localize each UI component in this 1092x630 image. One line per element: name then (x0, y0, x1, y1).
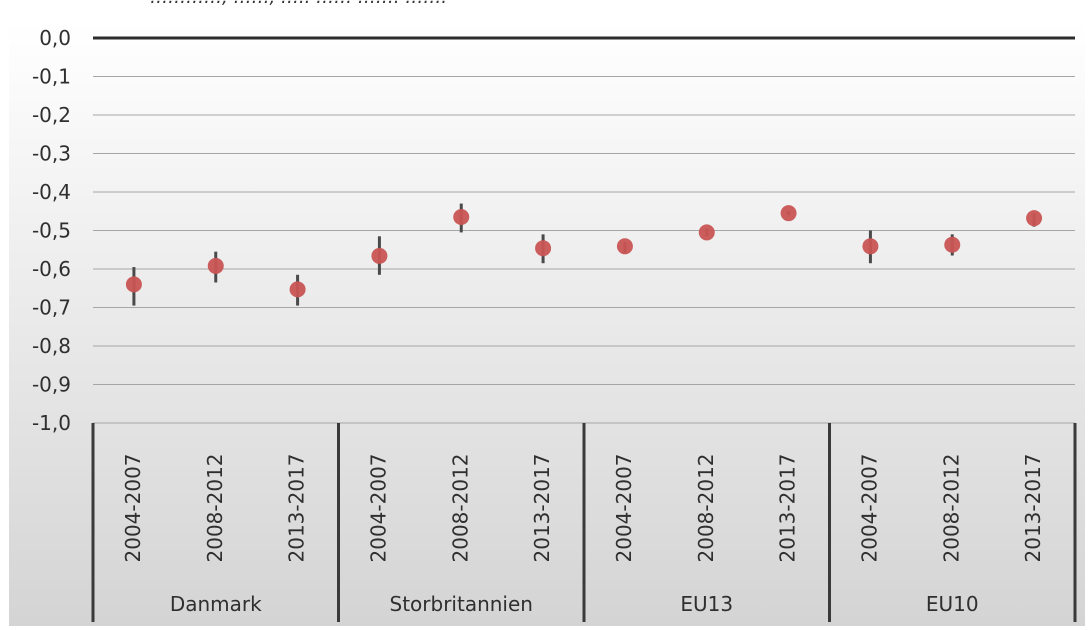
x-category-label: 2004-2007 (366, 453, 390, 562)
y-tick-label: -0,3 (32, 142, 71, 166)
chart-background (9, 22, 1085, 626)
x-category-label: 2013-2017 (285, 453, 309, 562)
x-category-label: 2008-2012 (939, 453, 963, 562)
data-point (780, 205, 797, 222)
data-point (453, 209, 470, 226)
data-point (616, 238, 633, 255)
x-category-label: 2004-2007 (857, 453, 881, 562)
y-tick-label: -0,8 (32, 334, 71, 358)
x-category-label: 2008-2012 (694, 453, 718, 562)
x-category-label: 2004-2007 (612, 453, 636, 562)
data-point (535, 240, 552, 257)
data-point (698, 224, 715, 241)
y-tick-label: -0,4 (32, 180, 71, 204)
group-label: Storbritannien (390, 592, 533, 616)
x-category-label: 2008-2012 (448, 453, 472, 562)
data-point-layer (125, 205, 1043, 298)
figure-note: …………, ……, ….. …… ……. ……. (0, 0, 1092, 13)
x-category-label: 2004-2007 (121, 453, 145, 562)
label-layer: 0,0 -0,1 -0,2 -0,3 -0,4 -0,5 -0,6 -0,7 -0,8 -0,9 -… (32, 26, 1045, 616)
data-point (1026, 210, 1043, 227)
y-tick-label: -0,2 (32, 103, 71, 127)
y-tick-label: 0,0 (39, 26, 71, 50)
y-tick-label: -0,1 (32, 65, 71, 89)
data-point (207, 257, 224, 274)
y-tick-label: -1,0 (32, 411, 71, 435)
x-category-label: 2013-2017 (1021, 453, 1045, 562)
data-point (944, 236, 961, 253)
group-label: EU10 (926, 592, 979, 616)
y-tick-label: -0,7 (32, 296, 71, 320)
data-point (289, 281, 306, 298)
x-category-label: 2013-2017 (776, 453, 800, 562)
y-tick-label: -0,9 (32, 373, 71, 397)
y-tick-label: -0,5 (32, 219, 71, 243)
axis-layer (91, 423, 1077, 622)
y-tick-label: -0,6 (32, 257, 71, 281)
x-category-label: 2013-2017 (530, 453, 554, 562)
group-label: EU13 (680, 592, 733, 616)
data-point (125, 276, 142, 293)
data-point (862, 238, 879, 255)
group-label: Danmark (170, 592, 262, 616)
data-point (371, 247, 388, 264)
x-category-label: 2008-2012 (203, 453, 227, 562)
